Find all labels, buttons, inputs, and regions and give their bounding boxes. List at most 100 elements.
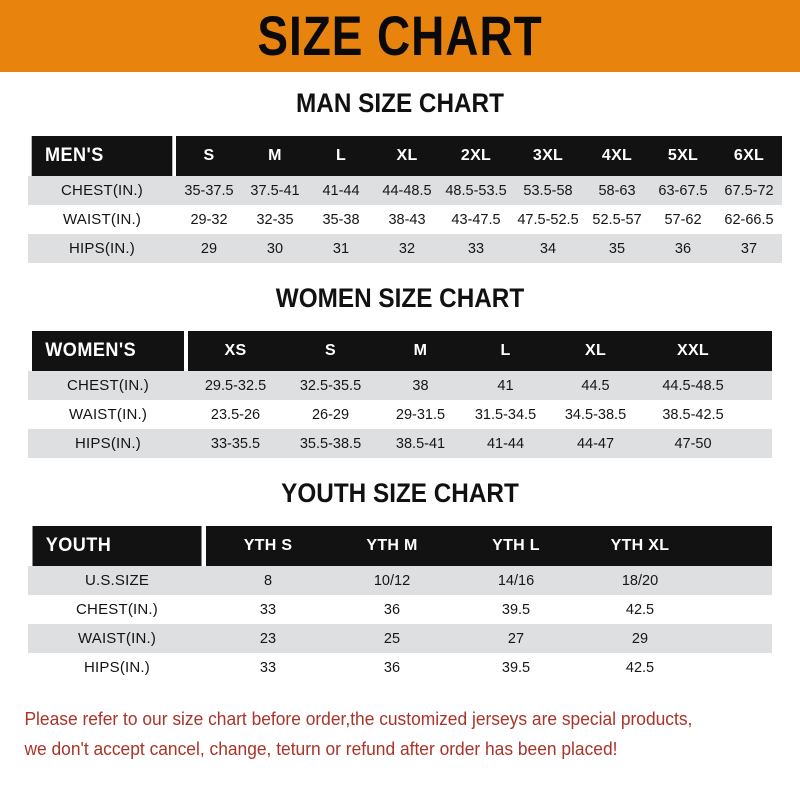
table-cell-spacer	[702, 624, 772, 653]
table-cell: 32-35	[242, 205, 308, 234]
table-cell-spacer	[743, 429, 772, 458]
table-cell: 26-29	[283, 400, 378, 429]
men-col-header: 3XL	[512, 136, 584, 176]
table-cell: 29.5-32.5	[188, 371, 283, 400]
youth-chart-block: YOUTH YTH S YTH M YTH L YTH XL U.S.SIZE …	[0, 526, 800, 682]
men-section-title: MAN SIZE CHART	[296, 88, 504, 118]
table-cell: 34.5-38.5	[548, 400, 643, 429]
women-col-header: M	[378, 331, 463, 371]
table-cell: 53.5-58	[512, 176, 584, 205]
table-row: HIPS(IN.) 33-35.5 35.5-38.5 38.5-41 41-4…	[28, 429, 772, 458]
women-col-header: S	[283, 331, 378, 371]
row-label: U.S.SIZE	[28, 566, 206, 595]
order-policy-line-1: Please refer to our size chart before or…	[24, 708, 693, 729]
table-row: WAIST(IN.) 29-32 32-35 35-38 38-43 43-47…	[28, 205, 782, 234]
table-cell: 36	[330, 595, 454, 624]
women-header-row: WOMEN'S XS S M L XL XXL	[28, 331, 772, 371]
men-chart-block: MEN'S S M L XL 2XL 3XL 4XL 5XL 6XL CHEST…	[0, 136, 800, 263]
men-col-header: 5XL	[650, 136, 716, 176]
table-cell: 37	[716, 234, 782, 263]
row-label: HIPS(IN.)	[28, 429, 188, 458]
table-cell: 67.5-72	[716, 176, 782, 205]
table-cell: 44-48.5	[374, 176, 440, 205]
table-cell: 44.5	[548, 371, 643, 400]
table-cell-spacer	[702, 653, 772, 682]
men-col-header: 4XL	[584, 136, 650, 176]
table-cell: 34	[512, 234, 584, 263]
youth-col-header: YTH S	[206, 526, 330, 566]
page-banner: SIZE CHART	[0, 0, 800, 72]
table-cell: 63-67.5	[650, 176, 716, 205]
row-label: CHEST(IN.)	[28, 595, 206, 624]
table-cell: 32	[374, 234, 440, 263]
table-cell-spacer	[743, 371, 772, 400]
order-policy-line-2: we don't accept cancel, change, teturn o…	[24, 738, 618, 759]
row-label: CHEST(IN.)	[28, 176, 176, 205]
table-row: U.S.SIZE 8 10/12 14/16 18/20	[28, 566, 772, 595]
women-size-table: WOMEN'S XS S M L XL XXL CHEST(IN.) 29.5-…	[28, 331, 772, 458]
table-cell: 31	[308, 234, 374, 263]
row-label: WAIST(IN.)	[28, 624, 206, 653]
table-cell: 33	[206, 653, 330, 682]
table-cell: 33	[440, 234, 512, 263]
table-cell: 35	[584, 234, 650, 263]
table-cell: 52.5-57	[584, 205, 650, 234]
row-label: HIPS(IN.)	[28, 234, 176, 263]
men-col-header: M	[242, 136, 308, 176]
table-cell: 10/12	[330, 566, 454, 595]
men-size-table: MEN'S S M L XL 2XL 3XL 4XL 5XL 6XL CHEST…	[28, 136, 782, 263]
table-cell: 58-63	[584, 176, 650, 205]
table-cell: 25	[330, 624, 454, 653]
table-cell: 44-47	[548, 429, 643, 458]
table-cell: 42.5	[578, 595, 702, 624]
youth-col-header: YTH L	[454, 526, 578, 566]
table-cell: 47-50	[643, 429, 743, 458]
table-cell: 32.5-35.5	[283, 371, 378, 400]
table-cell: 27	[454, 624, 578, 653]
table-cell: 48.5-53.5	[440, 176, 512, 205]
youth-col-header: YTH XL	[578, 526, 702, 566]
table-row: HIPS(IN.) 33 36 39.5 42.5	[28, 653, 772, 682]
table-cell: 35-38	[308, 205, 374, 234]
youth-col-header: YTH M	[330, 526, 454, 566]
women-col-header-spacer	[743, 331, 772, 371]
table-cell: 38	[378, 371, 463, 400]
table-cell: 36	[330, 653, 454, 682]
table-row: WAIST(IN.) 23.5-26 26-29 29-31.5 31.5-34…	[28, 400, 772, 429]
table-cell: 35.5-38.5	[283, 429, 378, 458]
youth-row-header-label: YOUTH	[32, 526, 202, 566]
table-cell: 43-47.5	[440, 205, 512, 234]
table-cell: 8	[206, 566, 330, 595]
youth-header-row: YOUTH YTH S YTH M YTH L YTH XL	[28, 526, 772, 566]
table-cell: 29-32	[176, 205, 242, 234]
table-cell: 33-35.5	[188, 429, 283, 458]
table-row: CHEST(IN.) 29.5-32.5 32.5-35.5 38 41 44.…	[28, 371, 772, 400]
women-col-header: XS	[188, 331, 283, 371]
table-cell-spacer	[702, 595, 772, 624]
table-cell: 29-31.5	[378, 400, 463, 429]
table-cell: 39.5	[454, 595, 578, 624]
table-cell: 23.5-26	[188, 400, 283, 429]
table-cell: 38.5-41	[378, 429, 463, 458]
table-cell: 41	[463, 371, 548, 400]
men-col-header: XL	[374, 136, 440, 176]
women-row-header-label: WOMEN'S	[32, 331, 184, 371]
women-col-header: XXL	[643, 331, 743, 371]
table-cell: 31.5-34.5	[463, 400, 548, 429]
men-row-header-label: MEN'S	[31, 136, 173, 176]
row-label: WAIST(IN.)	[28, 205, 176, 234]
table-cell: 41-44	[463, 429, 548, 458]
table-cell: 14/16	[454, 566, 578, 595]
table-cell: 47.5-52.5	[512, 205, 584, 234]
women-chart-block: WOMEN'S XS S M L XL XXL CHEST(IN.) 29.5-…	[0, 331, 800, 458]
table-cell-spacer	[702, 566, 772, 595]
youth-section-title: YOUTH SIZE CHART	[281, 478, 519, 508]
table-row: CHEST(IN.) 35-37.5 37.5-41 41-44 44-48.5…	[28, 176, 782, 205]
table-cell: 30	[242, 234, 308, 263]
table-cell: 18/20	[578, 566, 702, 595]
men-col-header: S	[176, 136, 242, 176]
table-cell: 57-62	[650, 205, 716, 234]
women-col-header: L	[463, 331, 548, 371]
table-row: HIPS(IN.) 29 30 31 32 33 34 35 36 37	[28, 234, 782, 263]
